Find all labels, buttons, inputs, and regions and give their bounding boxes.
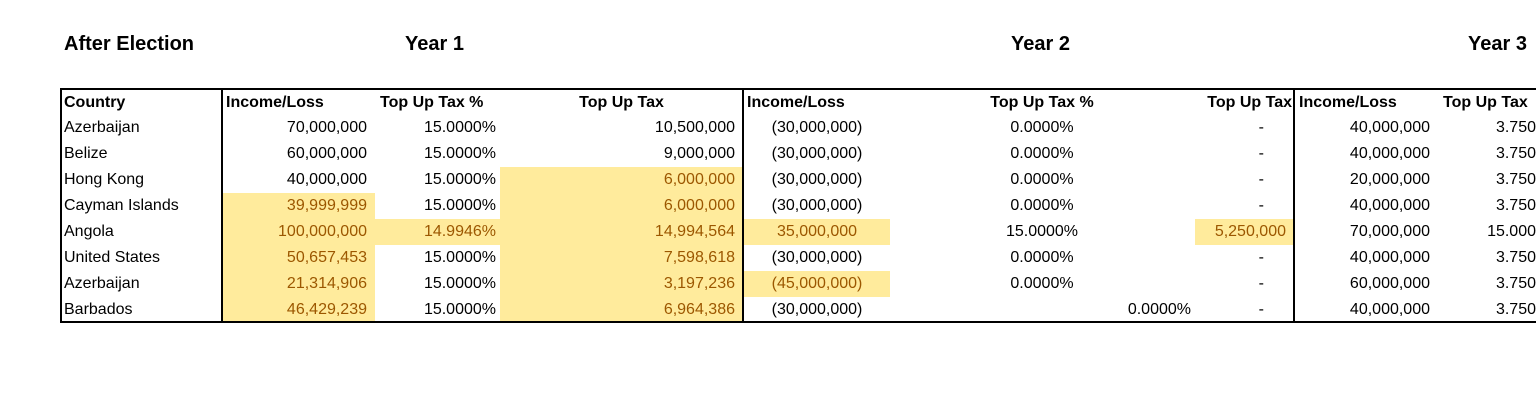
cell: -: [1258, 119, 1264, 136]
cell: 3.750: [1495, 197, 1536, 214]
column-header: Top Up Tax %: [380, 94, 484, 111]
cell: (30,000,000): [771, 119, 863, 136]
column-header: Top Up Tax: [1207, 94, 1292, 111]
column-header: Country: [64, 94, 126, 111]
cell: 6,000,000: [500, 193, 743, 219]
cell: (30,000,000): [771, 171, 863, 188]
cell: (30,000,000): [771, 249, 863, 266]
cell: 15.0000%: [423, 119, 496, 136]
border: [221, 88, 223, 323]
cell: 40,000,000: [1349, 197, 1430, 214]
cell: 15.0000%: [423, 249, 496, 266]
cell: 40,000,000: [1349, 301, 1430, 318]
cell: 3.750: [1495, 301, 1536, 318]
cell: 10,500,000: [654, 119, 735, 136]
column-header: Top Up Tax: [1443, 94, 1528, 111]
title: After Election: [64, 33, 195, 55]
column-header: Income/Loss: [747, 94, 845, 111]
cell: 15.0000%: [1005, 223, 1079, 240]
year-label: Year 3: [1468, 33, 1527, 55]
cell: 14,994,564: [500, 219, 743, 245]
cell: 5,250,000: [1195, 219, 1294, 245]
column-header: Income/Loss: [1299, 94, 1397, 111]
cell: 21,314,906: [223, 271, 375, 297]
column-header: Top Up Tax %: [990, 94, 1094, 111]
year-label: Year 1: [405, 33, 464, 55]
cell: 50,657,453: [223, 245, 375, 271]
column-header: Income/Loss: [226, 94, 324, 111]
cell: 3.750: [1495, 249, 1536, 266]
row-header: Hong Kong: [64, 171, 145, 188]
cell: 35,000,000: [744, 219, 890, 245]
row-header: Angola: [64, 223, 114, 240]
cell: 0.0000%: [1010, 119, 1074, 136]
row-header: Barbados: [64, 301, 133, 318]
cell: 20,000,000: [1349, 171, 1430, 188]
row-header: Belize: [64, 145, 108, 162]
column-header: Top Up Tax: [579, 94, 664, 111]
cell: 70,000,000: [286, 119, 367, 136]
border: [1293, 88, 1295, 323]
cell: 0.0000%: [1010, 275, 1074, 292]
cell: 0.0000%: [1010, 197, 1074, 214]
border: [60, 321, 1536, 323]
cell: 39,999,999: [223, 193, 375, 219]
cell: 46,429,239: [223, 297, 375, 323]
cell: 40,000,000: [1349, 145, 1430, 162]
cell: 100,000,000: [223, 219, 375, 245]
year-label: Year 2: [1011, 33, 1070, 55]
cell: (30,000,000): [771, 301, 863, 318]
cell: 0.0000%: [1010, 249, 1074, 266]
cell: -: [1258, 171, 1264, 188]
cell: 15.0000%: [423, 275, 496, 292]
cell: -: [1258, 301, 1264, 318]
row-header: Cayman Islands: [64, 197, 179, 214]
row-header: United States: [64, 249, 161, 266]
cell: (30,000,000): [771, 145, 863, 162]
cell: 14.9946%: [375, 219, 500, 245]
border: [60, 88, 62, 323]
cell: 40,000,000: [1349, 119, 1430, 136]
cell: 60,000,000: [1349, 275, 1430, 292]
border: [60, 88, 1536, 90]
cell: 0.0000%: [1010, 171, 1074, 188]
cell: 3.750: [1495, 145, 1536, 162]
cell: 60,000,000: [286, 145, 367, 162]
cell: (45,000,000): [744, 271, 890, 297]
cell: -: [1258, 197, 1264, 214]
cell: 6,000,000: [500, 167, 743, 193]
cell: 15.0000%: [423, 301, 496, 318]
cell: 9,000,000: [663, 145, 735, 162]
cell: 0.0000%: [1127, 301, 1191, 318]
border: [742, 88, 744, 323]
row-header: Azerbaijan: [64, 275, 140, 292]
cell: 3.750: [1495, 119, 1536, 136]
row-header: Azerbaijan: [64, 119, 140, 136]
cell: (30,000,000): [771, 197, 863, 214]
cell: 3.750: [1495, 171, 1536, 188]
cell: 0.0000%: [1010, 145, 1074, 162]
cell: 40,000,000: [1349, 249, 1430, 266]
cell: -: [1258, 249, 1264, 266]
cell: 7,598,618: [500, 245, 743, 271]
cell: 6,964,386: [500, 297, 743, 323]
cell: 70,000,000: [1349, 223, 1430, 240]
cell: 15.0000%: [423, 197, 496, 214]
cell: -: [1258, 275, 1264, 292]
cell: 15.000: [1487, 223, 1536, 240]
cell: 15.0000%: [423, 145, 496, 162]
cell: 3.750: [1495, 275, 1536, 292]
cell: 3,197,236: [500, 271, 743, 297]
cell: 15.0000%: [423, 171, 496, 188]
cell: 40,000,000: [286, 171, 367, 188]
cell: -: [1258, 145, 1264, 162]
